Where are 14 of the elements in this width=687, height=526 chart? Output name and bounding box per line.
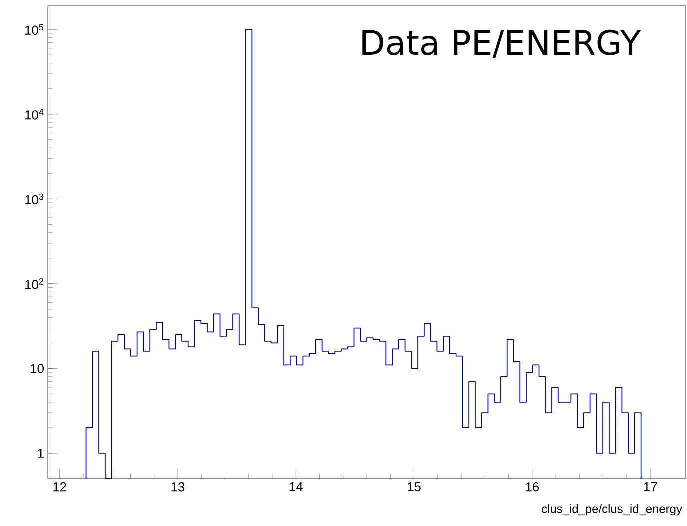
y-tick-label: 10 (31, 364, 44, 374)
y-tick-label: 10$^{4}$ (26, 109, 44, 120)
y-tick-label: 10$^{5}$ (26, 24, 44, 35)
y-tick-label: 10$^{3}$ (26, 194, 44, 205)
x-tick-label: 13 (172, 482, 185, 492)
x-axis-title: clus_id_pe/clus_id_energy (542, 504, 682, 516)
x-tick-label: 12 (54, 482, 66, 492)
text: Data PE/ENERGY (362, 30, 642, 58)
x-tick-label: 17 (644, 482, 658, 492)
y-tick-label: 1 (38, 449, 44, 458)
x-tick-label: 14 (290, 482, 303, 492)
x-tick-label: 15 (408, 482, 421, 492)
x-tick-label: 16 (526, 482, 540, 492)
y-tick-label: 10$^{2}$ (26, 278, 44, 290)
